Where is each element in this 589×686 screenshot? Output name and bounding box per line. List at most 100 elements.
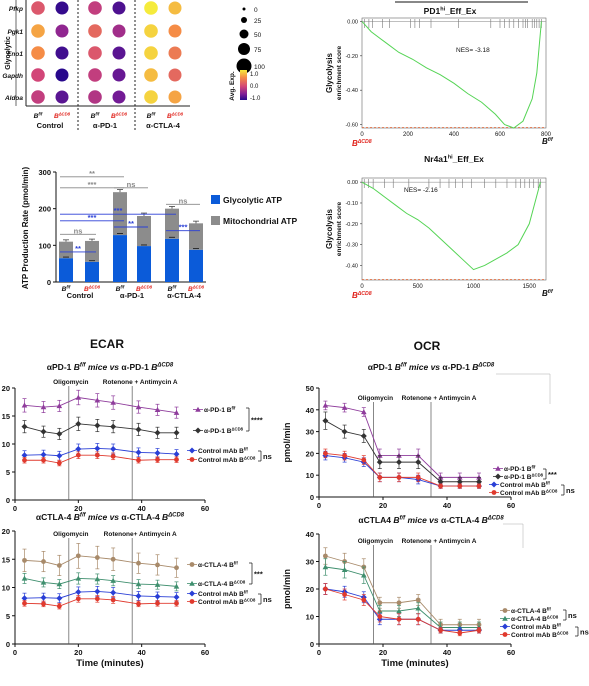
- x-tick-label: 0: [13, 504, 17, 513]
- label-main: B: [84, 286, 89, 293]
- label-sup: ΔCD8: [531, 472, 543, 477]
- gsea-left-label: BΔCD8: [352, 139, 372, 148]
- marker: [40, 428, 47, 435]
- marker: [94, 576, 101, 582]
- marker: [22, 600, 27, 606]
- gsea-left-label: BΔCD8: [352, 291, 372, 300]
- label-sup: f/f: [234, 560, 239, 565]
- series: [323, 547, 482, 631]
- marker: [341, 404, 348, 410]
- color-legend-bar: [240, 70, 247, 100]
- bar-mitochondrial: [59, 241, 73, 259]
- dot: [88, 46, 102, 60]
- label-main: α-CTLA-4 B: [511, 616, 547, 623]
- x-tick-label: 20: [74, 648, 82, 657]
- x-tick-label: 1500: [523, 284, 537, 290]
- series-line: [24, 454, 177, 464]
- label-sup: ΔCD8: [244, 597, 256, 602]
- marker: [110, 453, 116, 459]
- nes-label: NES= -2.16: [404, 187, 438, 194]
- label-sup: ΔCD8: [88, 284, 101, 289]
- marker: [361, 409, 367, 415]
- title-part: ΔCD8: [487, 516, 505, 522]
- seahorse-title: αPD-1 Bf/f mice vs α-PD-1 BΔCD8: [47, 362, 174, 372]
- size-legend-dot: [238, 43, 250, 55]
- stat-label: ns: [263, 595, 272, 604]
- label-main: B: [147, 113, 152, 120]
- dot: [144, 46, 158, 60]
- legend-label: α-PD-1 BΔCD8: [204, 426, 244, 435]
- dot: [88, 1, 102, 15]
- significance-label: **: [128, 219, 134, 228]
- legend-label: Control mAb BΔCD8: [198, 597, 256, 606]
- group-label: Control: [37, 121, 64, 130]
- label-main: α-CTLA-4 B: [198, 581, 234, 588]
- marker: [360, 432, 367, 439]
- group-label: α-PD-1: [93, 121, 117, 130]
- x-tick-label: 40: [137, 504, 145, 513]
- marker: [396, 474, 402, 480]
- y-tick-label: 300: [38, 168, 51, 177]
- series: [323, 448, 482, 489]
- legend-label: Control mAb Bf/f: [500, 480, 550, 489]
- group-label: α-CTLA-4: [167, 291, 202, 300]
- marker: [94, 422, 101, 429]
- size-legend-label: 50: [254, 32, 262, 39]
- frame-marks: [496, 373, 551, 548]
- marker: [396, 600, 402, 606]
- marker: [415, 605, 421, 611]
- stat-label: ns: [263, 452, 272, 461]
- title-part: B: [74, 362, 80, 372]
- label-sup: hi: [440, 7, 445, 13]
- legend-label: Control mAb BΔCD8: [500, 488, 558, 497]
- y-tick-label: 30: [306, 428, 314, 437]
- marker: [40, 579, 47, 585]
- label-sup: ΔCD8: [546, 488, 558, 493]
- color-legend-tick: 1.0: [250, 72, 259, 78]
- injection-label: Oligomycin: [53, 379, 88, 386]
- ecar-ctla4-panel: 0 5 10 15 20 0 20 40 60 Oligomycin Rotenone+ Antim…: [2, 512, 272, 669]
- marker: [135, 426, 142, 433]
- significance-label: ns: [179, 196, 188, 205]
- marker: [21, 423, 28, 430]
- stat-label: ns: [566, 486, 575, 495]
- label-sup: ΔCD8: [231, 426, 243, 431]
- marker: [110, 423, 117, 430]
- gsea-title: PD1hi_Eff_Ex: [424, 6, 477, 16]
- y-tick-label: 15: [2, 412, 10, 421]
- dot: [55, 1, 69, 15]
- marker: [110, 577, 116, 583]
- size-legend-dot: [236, 58, 252, 74]
- marker: [75, 589, 82, 596]
- series-line: [325, 588, 480, 634]
- atp-bar-panel: 0 100 200 300 ATP Production Rate (pmol/min)…: [21, 166, 297, 300]
- marker: [456, 478, 463, 485]
- y-tick-label: -0.60: [345, 123, 358, 129]
- series: [21, 389, 180, 419]
- dot: [112, 90, 126, 104]
- label-main: B: [542, 289, 548, 298]
- group-label: Control: [67, 291, 94, 300]
- dot: [31, 90, 45, 104]
- y-tick-label: 10: [306, 613, 314, 622]
- marker: [56, 460, 62, 466]
- gene-label: Aldoa: [4, 95, 23, 102]
- significance-label: ***: [88, 213, 97, 222]
- dot: [55, 68, 69, 82]
- label-sup: ΔCD8: [171, 111, 184, 116]
- injection-label: Oligomycin: [53, 531, 88, 538]
- title-part: ΔCD8: [167, 513, 185, 519]
- marker: [75, 596, 81, 602]
- y-tick-label: 40: [306, 530, 314, 539]
- series-line: [24, 591, 177, 599]
- label-sup: f/f: [557, 622, 562, 627]
- y-tick-label: 40: [306, 406, 314, 415]
- marker: [155, 562, 160, 568]
- gsea-right-label: Bf/f: [542, 137, 554, 146]
- marker: [155, 600, 160, 606]
- series: [21, 572, 180, 592]
- label-main: α-CTLA-4 B: [198, 562, 234, 569]
- gene-label: Eno1: [7, 51, 23, 58]
